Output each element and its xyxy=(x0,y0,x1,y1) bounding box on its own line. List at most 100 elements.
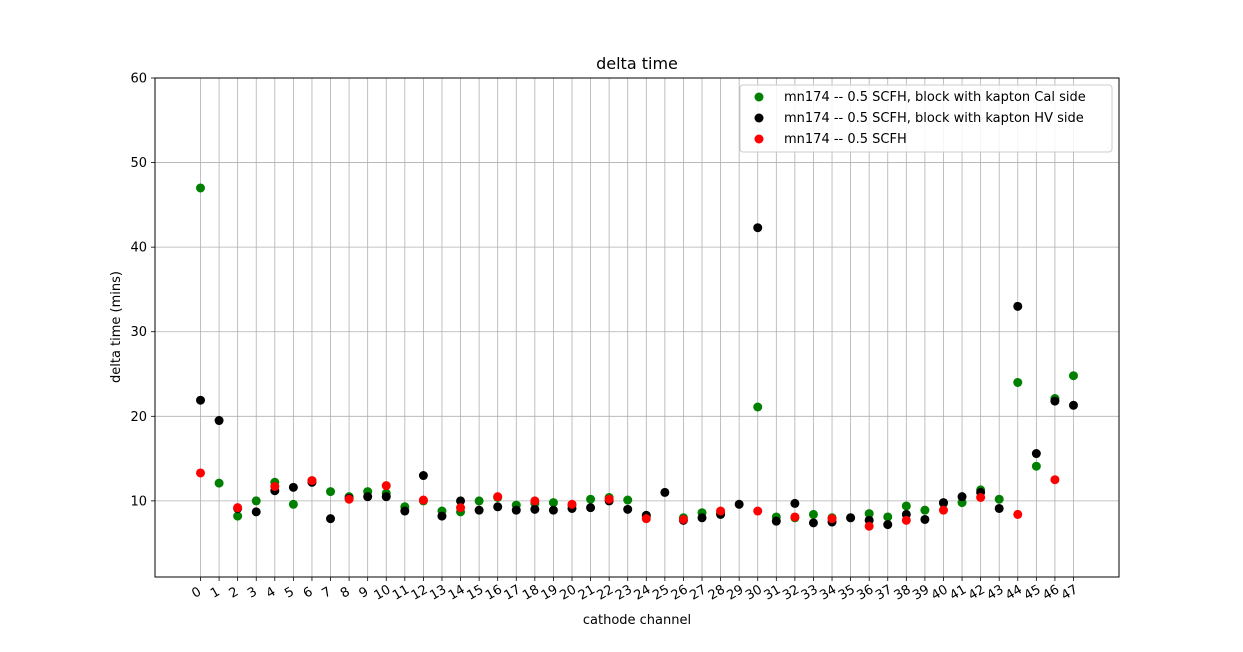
y-tick-label: 20 xyxy=(130,410,147,425)
point-hv-side xyxy=(1050,396,1060,406)
point-hv-side xyxy=(196,395,206,405)
tick-layer: 0 1 2 3 4 5 6 7 8 9 101112131415161718192021222324… xyxy=(130,72,1080,604)
y-tick-label: 50 xyxy=(130,156,147,171)
point-cal-side xyxy=(864,509,874,519)
x-tick-label: 42 xyxy=(966,582,988,603)
x-tick-label: 29 xyxy=(724,582,746,603)
point-cal-side xyxy=(586,494,596,504)
x-tick-label: 14 xyxy=(446,582,468,603)
y-tick-label: 40 xyxy=(130,241,147,256)
point-cal-side xyxy=(474,496,484,506)
y-axis-label: delta time (mins) xyxy=(109,271,124,383)
x-tick-label: 33 xyxy=(799,582,821,603)
point-hv-side xyxy=(474,505,484,515)
point-cal-side xyxy=(233,511,243,521)
legend-marker-red xyxy=(754,134,764,144)
x-tick-label: 40 xyxy=(929,582,951,603)
x-tick-label: 13 xyxy=(427,582,449,603)
point-hv-side xyxy=(771,516,781,526)
point-cal-side xyxy=(920,505,930,515)
point-baseline xyxy=(938,505,948,515)
x-tick-label: 31 xyxy=(762,582,784,603)
x-tick-label: 44 xyxy=(1003,582,1025,603)
chart-title: delta time xyxy=(596,54,678,73)
point-hv-side xyxy=(418,471,428,481)
point-cal-side xyxy=(1031,461,1041,471)
point-hv-side xyxy=(808,518,818,528)
point-baseline xyxy=(1013,509,1023,519)
x-tick-label: 25 xyxy=(650,582,672,603)
point-baseline xyxy=(678,514,688,524)
point-hv-side xyxy=(251,507,261,517)
legend-label-baseline: mn174 -- 0.5 SCFH xyxy=(784,132,907,147)
point-hv-side xyxy=(1068,400,1078,410)
point-baseline xyxy=(381,481,391,491)
legend: mn174 -- 0.5 SCFH, block with kapton Cal… xyxy=(739,84,1113,153)
plot-frame xyxy=(154,77,1120,578)
point-cal-side xyxy=(548,498,558,508)
x-tick-label: 15 xyxy=(464,582,486,603)
point-baseline xyxy=(641,514,651,524)
point-baseline xyxy=(901,515,911,525)
x-tick-label: 39 xyxy=(910,582,932,603)
point-hv-side xyxy=(326,514,336,524)
point-cal-side xyxy=(1013,377,1023,387)
point-baseline xyxy=(753,506,763,516)
x-tick-label: 17 xyxy=(502,582,524,603)
x-tick-label: 35 xyxy=(836,582,858,603)
x-tick-label: 38 xyxy=(892,582,914,603)
points-layer xyxy=(196,183,1078,531)
x-tick-label: 11 xyxy=(390,582,412,603)
x-tick-label: 36 xyxy=(855,582,877,603)
x-tick-label: 30 xyxy=(743,582,765,603)
point-hv-side xyxy=(846,513,856,523)
point-baseline xyxy=(530,496,540,506)
x-tick-label: 24 xyxy=(632,582,654,603)
point-cal-side xyxy=(288,499,298,509)
point-baseline xyxy=(567,499,577,509)
point-baseline xyxy=(456,503,466,513)
point-hv-side xyxy=(381,492,391,502)
point-hv-side xyxy=(938,498,948,508)
point-hv-side xyxy=(753,223,763,233)
x-tick-label: 27 xyxy=(687,582,709,603)
legend-label-hv-side: mn174 -- 0.5 SCFH, block with kapton HV … xyxy=(784,111,1084,126)
point-baseline xyxy=(604,494,614,504)
point-hv-side xyxy=(920,514,930,524)
point-hv-side xyxy=(288,482,298,492)
point-hv-side xyxy=(623,504,633,514)
point-baseline xyxy=(827,514,837,524)
point-baseline xyxy=(270,482,280,492)
point-hv-side xyxy=(400,506,410,516)
point-hv-side xyxy=(697,513,707,523)
point-baseline xyxy=(233,503,243,513)
x-tick-label: 46 xyxy=(1040,582,1062,603)
legend-marker-black xyxy=(754,113,764,123)
point-hv-side xyxy=(548,505,558,515)
x-tick-label: 32 xyxy=(780,582,802,603)
x-tick-label: 28 xyxy=(706,582,728,603)
point-hv-side xyxy=(511,505,521,515)
point-hv-side xyxy=(660,487,670,497)
point-baseline xyxy=(864,521,874,531)
x-tick-label: 20 xyxy=(557,582,579,603)
x-tick-label: 21 xyxy=(576,582,598,603)
point-baseline xyxy=(196,468,206,478)
point-hv-side xyxy=(1013,301,1023,311)
point-hv-side xyxy=(1031,449,1041,459)
x-tick-label: 19 xyxy=(539,582,561,603)
point-baseline xyxy=(716,506,726,516)
point-hv-side xyxy=(734,499,744,509)
point-cal-side xyxy=(883,512,893,522)
point-cal-side xyxy=(753,402,763,412)
point-cal-side xyxy=(251,496,261,506)
point-baseline xyxy=(790,512,800,522)
point-baseline xyxy=(493,492,503,502)
point-hv-side xyxy=(790,498,800,508)
x-tick-label: 26 xyxy=(669,582,691,603)
point-hv-side xyxy=(456,496,466,506)
point-baseline xyxy=(418,495,428,505)
x-tick-label: 45 xyxy=(1022,582,1044,603)
point-hv-side xyxy=(437,511,447,521)
point-cal-side xyxy=(196,183,206,193)
